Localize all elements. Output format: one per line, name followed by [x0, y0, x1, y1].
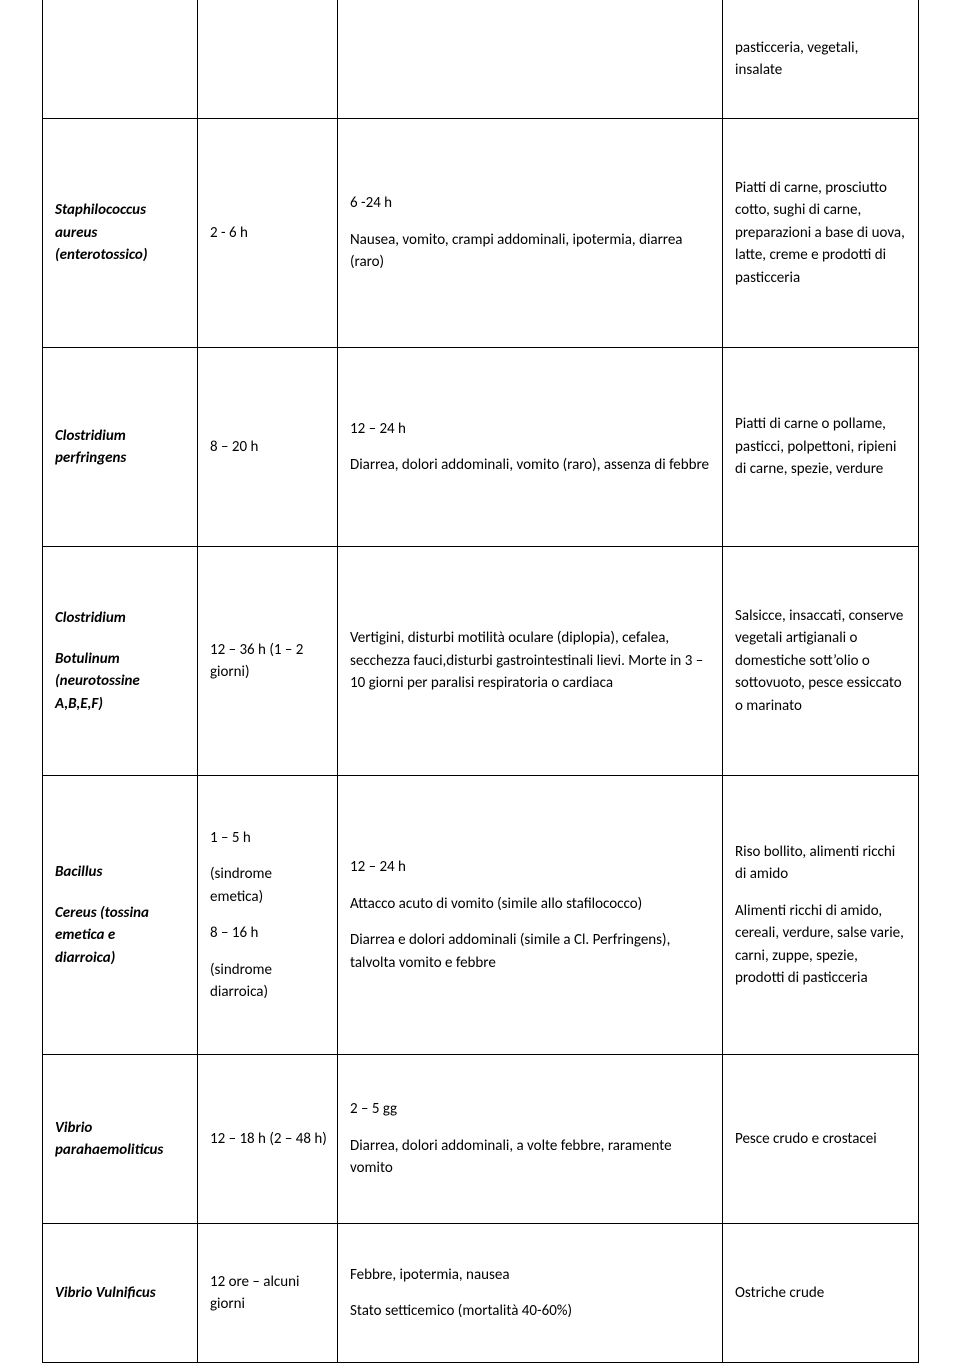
pathogens-table: pasticceria, vegetali, insalate Staphiloc… — [42, 0, 919, 1363]
pathogen-cell: Clostridium Botulinum(neurotossineA,B,E,F… — [43, 547, 198, 776]
incubation-text: 12 – 18 h (2 – 48 h) — [210, 1128, 327, 1151]
pathogen-name-line: Vibrio Vulnificus — [55, 1282, 187, 1305]
pathogen-name-line: aureus — [55, 222, 187, 245]
pathogen-name-line: parahaemoliticus — [55, 1139, 187, 1162]
pathogen-cell: Bacillus Cereus (tossinaemetica ediarroic… — [43, 776, 198, 1055]
pathogen-cell: Staphilococcusaureus(enterotossico) — [43, 119, 198, 348]
incubation-cell: 8 – 20 h — [198, 348, 338, 547]
table-row: Vibrio Vulnificus 12 ore – alcuni giorniF… — [43, 1224, 919, 1363]
incubation-cell — [198, 0, 338, 119]
symptoms-cell — [338, 0, 723, 119]
incubation-text: 8 – 16 h — [210, 922, 327, 945]
incubation-text: (sindrome emetica) — [210, 863, 327, 908]
table-row: Staphilococcusaureus(enterotossico) 2 - 6… — [43, 119, 919, 348]
foods-text: Riso bollito, alimenti ricchi di amido — [735, 841, 908, 886]
table-row: Clostridiumperfringens 8 – 20 h 12 – 24 h D… — [43, 348, 919, 547]
incubation-cell: 2 - 6 h — [198, 119, 338, 348]
symptoms-text: Vertigini, disturbi motilità oculare (di… — [350, 627, 712, 695]
symptoms-cell: Vertigini, disturbi motilità oculare (di… — [338, 547, 723, 776]
symptoms-text: 12 – 24 h — [350, 418, 712, 441]
table-row: Bacillus Cereus (tossinaemetica ediarroic… — [43, 776, 919, 1055]
incubation-text: (sindrome diarroica) — [210, 959, 327, 1004]
pathogen-name-line: (neurotossine — [55, 670, 187, 693]
pathogen-name-line: (enterotossico) — [55, 244, 187, 267]
incubation-text: 1 – 5 h — [210, 827, 327, 850]
symptoms-text: Attacco acuto di vomito (simile allo sta… — [350, 893, 712, 916]
pathogen-name-line: perfringens — [55, 447, 187, 470]
foods-cell: Salsicce, insaccati, conserve vegetali a… — [723, 547, 919, 776]
foods-text: Piatti di carne, prosciutto cotto, sughi… — [735, 177, 908, 290]
incubation-text: 2 - 6 h — [210, 222, 327, 245]
foods-cell: Ostriche crude — [723, 1224, 919, 1363]
symptoms-text: Nausea, vomito, crampi addominali, ipote… — [350, 229, 712, 274]
symptoms-cell: 12 – 24 h Attacco acuto di vomito (simile… — [338, 776, 723, 1055]
pathogen-name-line: Bacillus — [55, 861, 187, 884]
symptoms-cell: Febbre, ipotermia, nauseaStato setticemi… — [338, 1224, 723, 1363]
symptoms-text: Diarrea, dolori addominali, a volte febb… — [350, 1135, 712, 1180]
pathogen-name-line: Staphilococcus — [55, 199, 187, 222]
incubation-cell: 12 – 18 h (2 – 48 h) — [198, 1055, 338, 1224]
pathogen-cell: Vibrio Vulnificus — [43, 1224, 198, 1363]
page-container: pasticceria, vegetali, insalate Staphiloc… — [0, 0, 960, 1275]
foods-cell: Piatti di carne, prosciutto cotto, sughi… — [723, 119, 919, 348]
symptoms-text: 2 – 5 gg — [350, 1098, 712, 1121]
symptoms-text: 12 – 24 h — [350, 856, 712, 879]
foods-text: Piatti di carne o pollame, pasticci, pol… — [735, 413, 908, 481]
pathogen-name-line: A,B,E,F) — [55, 693, 187, 716]
pathogen-name-line: Clostridium — [55, 607, 187, 630]
foods-cell: Piatti di carne o pollame, pasticci, pol… — [723, 348, 919, 547]
symptoms-cell: 2 – 5 gg Diarrea, dolori addominali, a vo… — [338, 1055, 723, 1224]
symptoms-text: Stato setticemico (mortalità 40-60%) — [350, 1300, 712, 1323]
incubation-cell: 12 – 36 h (1 – 2 giorni) — [198, 547, 338, 776]
foods-cell: Riso bollito, alimenti ricchi di amido Al… — [723, 776, 919, 1055]
pathogen-cell: Clostridiumperfringens — [43, 348, 198, 547]
table-row: Vibrioparahaemoliticus 12 – 18 h (2 – 48 … — [43, 1055, 919, 1224]
foods-text: Alimenti ricchi di amido, cereali, verdu… — [735, 900, 908, 990]
symptoms-cell: 6 -24 h Nausea, vomito, crampi addominali… — [338, 119, 723, 348]
symptoms-text: 6 -24 h — [350, 192, 712, 215]
pathogen-name-line: Botulinum — [55, 648, 187, 671]
incubation-text: 12 – 36 h (1 – 2 giorni) — [210, 639, 327, 684]
incubation-cell: 1 – 5 h (sindrome emetica) 8 – 16 h (sindro… — [198, 776, 338, 1055]
foods-cell: Pesce crudo e crostacei — [723, 1055, 919, 1224]
pathogen-cell: Vibrioparahaemoliticus — [43, 1055, 198, 1224]
pathogen-name-line: emetica e — [55, 924, 187, 947]
foods-cell: pasticceria, vegetali, insalate — [723, 0, 919, 119]
incubation-text: 8 – 20 h — [210, 436, 327, 459]
pathogen-name-line: Vibrio — [55, 1117, 187, 1140]
foods-text: pasticceria, vegetali, insalate — [735, 37, 908, 82]
incubation-text: 12 ore – alcuni giorni — [210, 1271, 327, 1316]
symptoms-cell: 12 – 24 h Diarrea, dolori addominali, vom… — [338, 348, 723, 547]
table-row: pasticceria, vegetali, insalate — [43, 0, 919, 119]
pathogen-cell — [43, 0, 198, 119]
symptoms-text: Diarrea e dolori addominali (simile a Cl… — [350, 929, 712, 974]
table-row: Clostridium Botulinum(neurotossineA,B,E,F… — [43, 547, 919, 776]
incubation-cell: 12 ore – alcuni giorni — [198, 1224, 338, 1363]
foods-text: Salsicce, insaccati, conserve vegetali a… — [735, 605, 908, 718]
foods-text: Pesce crudo e crostacei — [735, 1128, 908, 1151]
pathogen-name-line: diarroica) — [55, 947, 187, 970]
foods-text: Ostriche crude — [735, 1282, 908, 1305]
pathogen-name-line: Cereus (tossina — [55, 902, 187, 925]
symptoms-text: Diarrea, dolori addominali, vomito (raro… — [350, 454, 712, 477]
pathogen-name-line: Clostridium — [55, 425, 187, 448]
